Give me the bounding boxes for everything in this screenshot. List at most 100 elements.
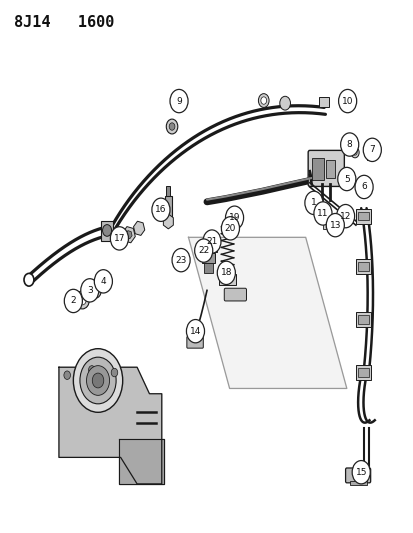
Text: 1: 1	[310, 198, 316, 207]
Circle shape	[357, 185, 364, 195]
Circle shape	[351, 461, 369, 484]
Bar	[219, 274, 235, 285]
Text: 8: 8	[346, 140, 352, 149]
Bar	[325, 160, 335, 178]
Circle shape	[111, 368, 117, 377]
Text: 16: 16	[155, 205, 166, 214]
Circle shape	[313, 202, 331, 225]
Circle shape	[352, 150, 356, 155]
Bar	[330, 215, 338, 221]
Circle shape	[340, 133, 358, 156]
Circle shape	[258, 94, 268, 108]
Text: 15: 15	[355, 468, 366, 477]
Circle shape	[73, 349, 122, 413]
Text: 5: 5	[343, 174, 349, 183]
Bar	[366, 149, 370, 160]
Circle shape	[362, 138, 380, 161]
Bar	[166, 187, 170, 196]
Text: 14: 14	[189, 327, 201, 336]
Bar	[349, 481, 366, 485]
Circle shape	[102, 224, 112, 236]
Text: 4: 4	[100, 277, 106, 286]
Circle shape	[92, 286, 98, 295]
Circle shape	[350, 147, 358, 158]
Circle shape	[110, 227, 128, 250]
FancyBboxPatch shape	[186, 336, 203, 348]
Circle shape	[217, 261, 235, 285]
Circle shape	[94, 270, 112, 293]
Bar	[314, 212, 322, 218]
Bar	[355, 259, 370, 274]
Text: 23: 23	[175, 256, 186, 265]
Text: 2: 2	[70, 296, 76, 305]
Text: 11: 11	[316, 209, 328, 218]
Polygon shape	[118, 439, 164, 484]
Circle shape	[81, 279, 99, 302]
Text: 22: 22	[197, 246, 209, 255]
Text: 8J14   1600: 8J14 1600	[14, 14, 114, 30]
Polygon shape	[59, 367, 161, 484]
Bar	[358, 262, 368, 271]
Polygon shape	[188, 237, 346, 389]
Circle shape	[88, 366, 95, 374]
Text: 21: 21	[206, 237, 217, 246]
Bar	[165, 196, 171, 217]
Circle shape	[99, 275, 111, 290]
Text: 3: 3	[87, 286, 93, 295]
FancyBboxPatch shape	[307, 150, 344, 187]
Bar	[355, 312, 370, 327]
Circle shape	[102, 278, 108, 287]
Bar	[358, 316, 368, 324]
Bar	[355, 209, 370, 223]
Text: 10: 10	[341, 96, 353, 106]
Circle shape	[75, 291, 89, 309]
FancyBboxPatch shape	[345, 468, 370, 483]
Circle shape	[92, 373, 104, 388]
Bar	[201, 253, 214, 263]
Circle shape	[89, 282, 101, 298]
FancyBboxPatch shape	[224, 288, 246, 301]
Circle shape	[225, 206, 243, 229]
Bar	[355, 365, 370, 380]
Text: 13: 13	[329, 221, 340, 230]
Bar	[358, 212, 368, 220]
Circle shape	[78, 295, 86, 305]
Bar	[203, 263, 212, 273]
Circle shape	[152, 198, 170, 221]
Text: 19: 19	[228, 213, 240, 222]
Circle shape	[86, 366, 109, 395]
Circle shape	[64, 371, 70, 379]
Circle shape	[24, 273, 34, 286]
Circle shape	[80, 357, 116, 404]
Circle shape	[202, 230, 221, 253]
Bar	[203, 241, 216, 252]
Bar	[101, 221, 113, 241]
Circle shape	[337, 167, 355, 191]
Circle shape	[279, 96, 290, 110]
Text: 9: 9	[176, 96, 181, 106]
Bar	[318, 97, 328, 108]
Circle shape	[364, 143, 372, 152]
Circle shape	[304, 191, 322, 215]
Circle shape	[166, 119, 177, 134]
Circle shape	[325, 214, 344, 237]
Text: 18: 18	[220, 268, 232, 277]
Circle shape	[172, 248, 190, 272]
Circle shape	[194, 239, 212, 262]
Text: 12: 12	[339, 212, 350, 221]
Circle shape	[338, 90, 356, 113]
Text: 6: 6	[360, 182, 366, 191]
Circle shape	[64, 289, 82, 313]
Text: 20: 20	[224, 224, 235, 233]
Circle shape	[354, 175, 372, 199]
Circle shape	[260, 97, 266, 104]
Circle shape	[221, 216, 239, 240]
Circle shape	[186, 319, 204, 343]
Circle shape	[169, 123, 175, 130]
Bar	[322, 222, 330, 229]
Circle shape	[336, 205, 354, 228]
Bar	[358, 368, 368, 377]
Bar	[311, 158, 323, 180]
Circle shape	[170, 90, 188, 113]
Text: 17: 17	[114, 234, 125, 243]
